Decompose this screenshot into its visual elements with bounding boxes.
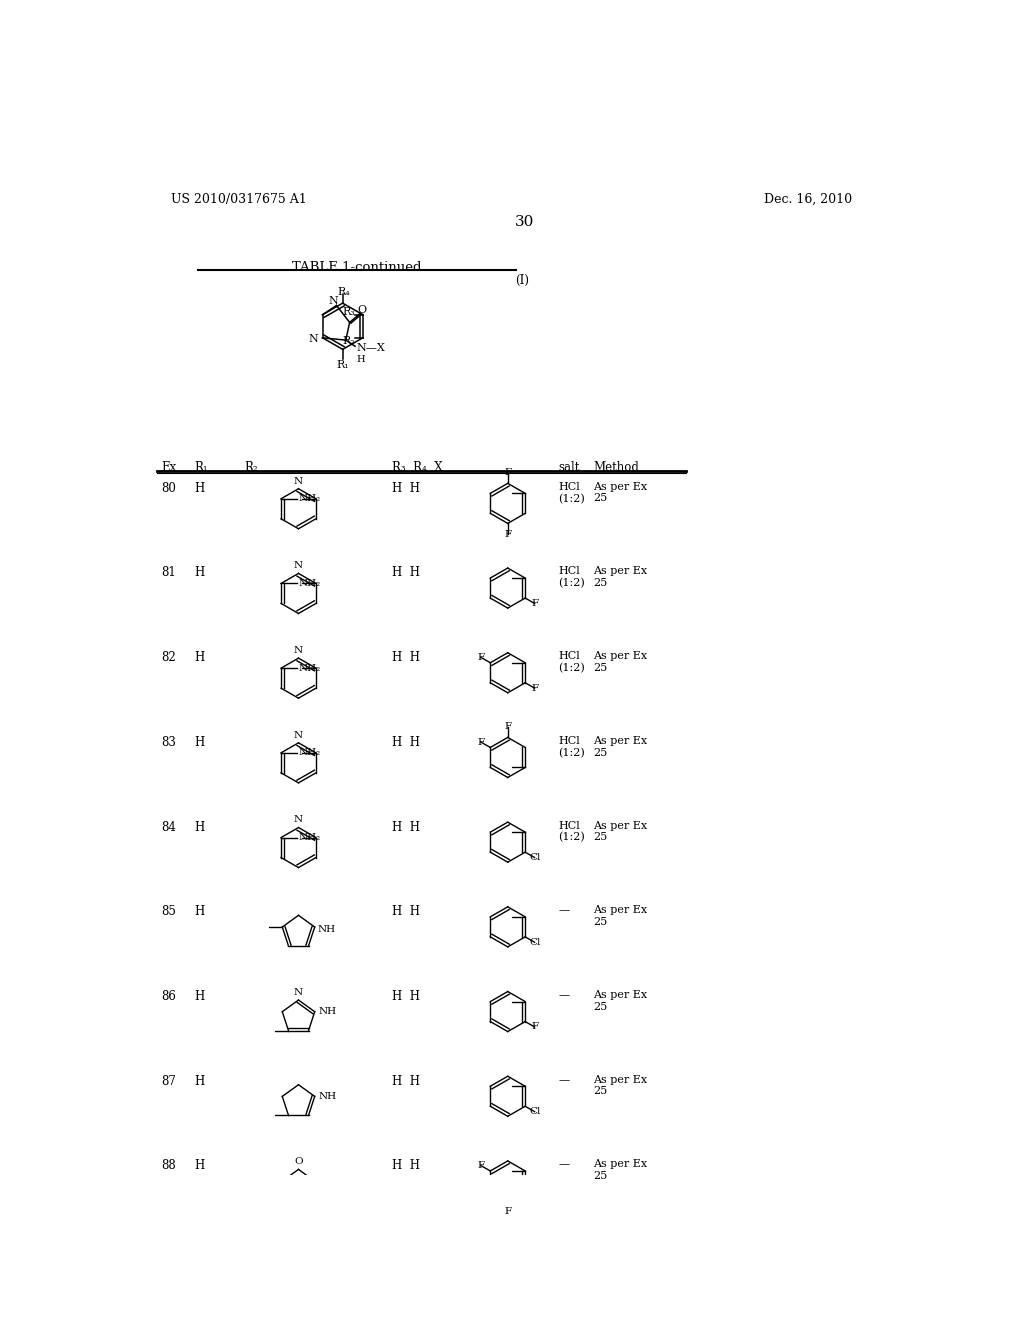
Text: As per Ex
25: As per Ex 25 (593, 821, 647, 842)
Text: As per Ex
25: As per Ex 25 (593, 651, 647, 673)
Text: F: F (504, 529, 511, 539)
Text: F: F (477, 653, 484, 661)
Text: N: N (329, 296, 338, 306)
Text: R₁: R₁ (194, 461, 208, 474)
Text: F: F (531, 684, 539, 693)
Text: R₁: R₁ (336, 360, 349, 370)
Text: NH₂: NH₂ (298, 494, 321, 503)
Text: salt: salt (558, 461, 580, 474)
Text: As per Ex
25: As per Ex 25 (593, 482, 647, 503)
Text: H  H: H H (391, 651, 420, 664)
Text: 88: 88 (162, 1159, 176, 1172)
Text: H: H (194, 1159, 204, 1172)
Text: H: H (194, 651, 204, 664)
Text: As per Ex
25: As per Ex 25 (593, 566, 647, 589)
Text: H  H: H H (391, 906, 420, 919)
Text: H: H (194, 482, 204, 495)
Text: Ex: Ex (162, 461, 176, 474)
Text: F: F (504, 469, 511, 477)
Text: As per Ex
25: As per Ex 25 (593, 1159, 647, 1181)
Text: H: H (194, 821, 204, 834)
Text: H: H (194, 566, 204, 579)
Text: R₃: R₃ (342, 306, 355, 317)
Text: F: F (504, 1208, 511, 1216)
Text: O: O (294, 1158, 303, 1166)
Text: 87: 87 (162, 1074, 176, 1088)
Text: N—X: N—X (356, 343, 385, 352)
Text: N: N (294, 477, 303, 486)
Text: H  H: H H (391, 821, 420, 834)
Text: H  H: H H (391, 1074, 420, 1088)
Text: N: N (308, 334, 318, 345)
Text: As per Ex
25: As per Ex 25 (593, 906, 647, 927)
Text: 82: 82 (162, 651, 176, 664)
Text: 30: 30 (515, 215, 535, 228)
Text: 86: 86 (162, 990, 176, 1003)
Text: NH₂: NH₂ (298, 579, 321, 587)
Text: H: H (194, 990, 204, 1003)
Text: NH: NH (318, 1007, 337, 1016)
Text: NH₂: NH₂ (298, 664, 321, 673)
Text: F: F (477, 1162, 484, 1170)
Text: H  H: H H (391, 482, 420, 495)
Text: 84: 84 (162, 821, 176, 834)
Text: H: H (194, 1074, 204, 1088)
Text: —: — (558, 990, 569, 1001)
Text: TABLE 1-continued: TABLE 1-continued (292, 261, 421, 273)
Text: As per Ex
25: As per Ex 25 (593, 1074, 647, 1097)
Text: —: — (558, 906, 569, 915)
Text: Cl: Cl (529, 853, 541, 862)
Text: F: F (504, 722, 511, 731)
Text: —: — (558, 1159, 569, 1170)
Text: 85: 85 (162, 906, 176, 919)
Text: HCl
(1:2): HCl (1:2) (558, 651, 585, 673)
Text: H: H (194, 906, 204, 919)
Text: N: N (294, 561, 303, 570)
Text: Cl: Cl (529, 1107, 541, 1117)
Text: NH: NH (317, 925, 336, 933)
Text: N: N (294, 731, 303, 739)
Text: 81: 81 (162, 566, 176, 579)
Text: N: N (294, 987, 303, 997)
Text: N: N (294, 645, 303, 655)
Text: F: F (531, 1023, 539, 1031)
Text: R₂: R₂ (343, 335, 355, 346)
Text: HCl
(1:2): HCl (1:2) (558, 821, 585, 842)
Text: As per Ex
25: As per Ex 25 (593, 737, 647, 758)
Text: H  H: H H (391, 990, 420, 1003)
Text: R₂: R₂ (245, 461, 258, 474)
Text: NH: NH (318, 1092, 337, 1101)
Text: US 2010/0317675 A1: US 2010/0317675 A1 (171, 193, 306, 206)
Text: HCl
(1:2): HCl (1:2) (558, 566, 585, 589)
Text: H  H: H H (391, 737, 420, 748)
Text: —: — (558, 1074, 569, 1085)
Text: F: F (531, 599, 539, 609)
Text: R₄: R₄ (338, 288, 350, 297)
Text: As per Ex
25: As per Ex 25 (593, 990, 647, 1011)
Text: NH₂: NH₂ (298, 833, 321, 842)
Text: R₃  R₄  X: R₃ R₄ X (391, 461, 442, 474)
Text: O: O (357, 305, 367, 315)
Text: 80: 80 (162, 482, 176, 495)
Text: H: H (194, 737, 204, 748)
Text: NH₂: NH₂ (298, 748, 321, 758)
Text: 83: 83 (162, 737, 176, 748)
Text: H  H: H H (391, 1159, 420, 1172)
Text: (I): (I) (515, 275, 529, 286)
Text: HCl
(1:2): HCl (1:2) (558, 482, 585, 504)
Text: N: N (294, 816, 303, 824)
Text: Cl: Cl (529, 937, 541, 946)
Text: Dec. 16, 2010: Dec. 16, 2010 (764, 193, 852, 206)
Text: H: H (356, 355, 366, 364)
Text: F: F (477, 738, 484, 747)
Text: H  H: H H (391, 566, 420, 579)
Text: HCl
(1:2): HCl (1:2) (558, 737, 585, 758)
Text: Method: Method (593, 461, 639, 474)
